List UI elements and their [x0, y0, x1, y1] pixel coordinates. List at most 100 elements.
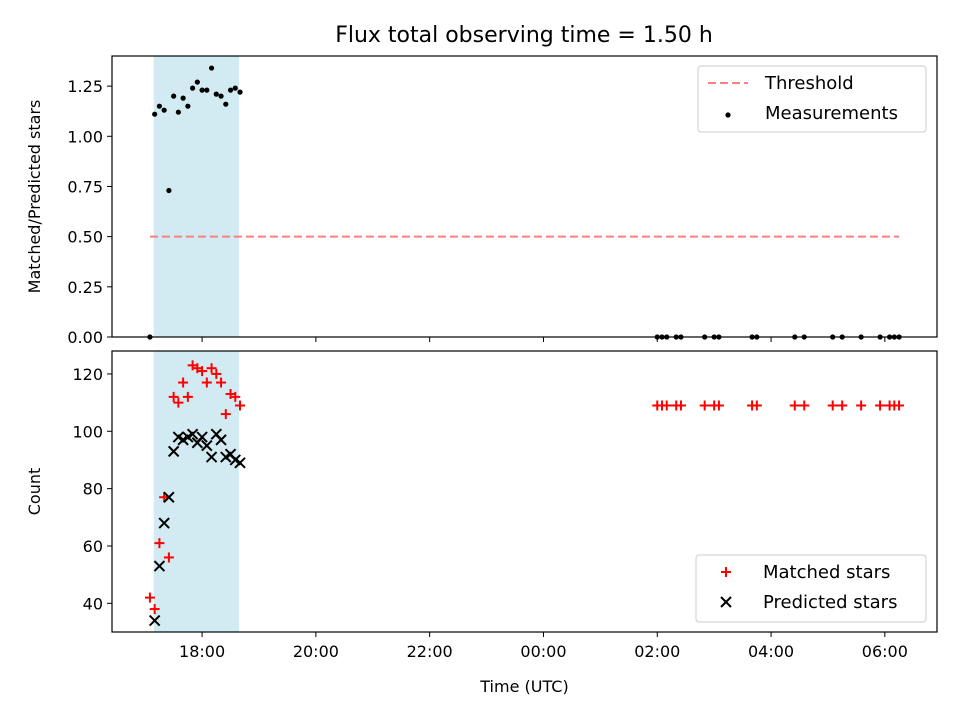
- predicted-star-point-b: [186, 428, 199, 440]
- predicted-star-point-b: [167, 445, 180, 458]
- matched-star-point: [675, 400, 686, 411]
- predicted-star-point-b: [172, 431, 185, 443]
- predicted-star-point-b: [210, 428, 223, 440]
- y-tick-label: 0.00: [67, 328, 103, 347]
- matched-star-point: [206, 363, 217, 374]
- measurement-point: [166, 187, 172, 194]
- matched-star-point: [201, 377, 212, 388]
- predicted-star-point: [158, 517, 170, 529]
- measurement-point: [152, 111, 158, 117]
- matched-star-point: [197, 366, 208, 377]
- y-axis-label: Matched/Predicted stars: [25, 100, 44, 294]
- measurement-point: [194, 79, 200, 85]
- matched-star-point: [827, 400, 838, 411]
- matched-star-point: [216, 377, 227, 388]
- y-tick-label: 0.50: [67, 228, 103, 247]
- y-tick-label: 1.00: [67, 127, 103, 146]
- matched-star-point: [837, 400, 848, 411]
- y-tick-label: 120: [72, 365, 103, 384]
- predicted-star-point: [201, 439, 213, 452]
- predicted-star-point: [153, 560, 166, 572]
- matched-star-point: [799, 400, 810, 411]
- legend-matched-swatch: [721, 567, 731, 577]
- measurement-point: [171, 93, 177, 99]
- predicted-star-point-b: [201, 439, 213, 452]
- y-tick-label: 60: [83, 537, 103, 556]
- matched-star-point: [220, 409, 231, 420]
- measurement-point: [213, 91, 219, 97]
- predicted-star-point: [196, 431, 208, 443]
- legend-label: Predicted stars: [763, 592, 897, 613]
- x-tick-label: 04:00: [748, 642, 794, 661]
- matched-star-point: [154, 538, 165, 549]
- predicted-star-point-b: [148, 614, 161, 627]
- matched-star-point: [713, 400, 724, 411]
- y-tick-label: 0.25: [67, 278, 103, 297]
- matched-star-point: [235, 400, 246, 411]
- matched-star-point: [789, 400, 800, 411]
- legend-measurement-swatch: [725, 112, 731, 118]
- x-tick-label: 20:00: [293, 642, 339, 661]
- y-tick-label: 0.75: [67, 177, 103, 196]
- matched-star-point: [230, 391, 241, 402]
- measurement-point: [232, 85, 238, 91]
- y-tick-label: 1.25: [67, 77, 103, 96]
- axes-frame: [111, 350, 938, 633]
- measurement-point: [156, 103, 163, 109]
- x-tick-label: 18:00: [179, 642, 225, 661]
- measurement-point: [227, 87, 234, 93]
- measurement-point: [175, 109, 181, 115]
- shaded-span: [153, 351, 240, 632]
- figure-title: Flux total observing time = 1.50 h: [335, 23, 713, 48]
- matched-star-point: [149, 604, 160, 615]
- measurement-point: [185, 103, 191, 109]
- matched-star-point: [894, 400, 905, 411]
- legend-label: Measurements: [765, 103, 898, 124]
- legend-predicted-swatch: [720, 596, 732, 608]
- predicted-star-point: [163, 491, 175, 503]
- y-axis-label: Count: [25, 468, 44, 516]
- matched-star-point: [875, 400, 886, 411]
- matched-star-point: [144, 592, 155, 603]
- predicted-star-point: [148, 614, 161, 627]
- predicted-star-point: [234, 457, 246, 469]
- predicted-star-point: [205, 451, 218, 463]
- matched-star-point: [699, 400, 710, 411]
- x-axis-label: Time (UTC): [479, 677, 568, 696]
- x-tick-label: 00:00: [520, 642, 566, 661]
- axes-frame: [111, 55, 938, 338]
- matched-star-point: [751, 400, 762, 411]
- measurement-point: [190, 85, 196, 91]
- measurement-point: [218, 93, 224, 99]
- legend-predicted-swatch-b: [720, 596, 732, 608]
- matched-star-point: [178, 377, 189, 388]
- matched-star-point: [168, 391, 179, 402]
- x-tick-label: 02:00: [634, 642, 680, 661]
- matched-star-point: [173, 397, 184, 408]
- predicted-star-point: [186, 428, 199, 440]
- legend-label: Threshold: [764, 73, 854, 94]
- predicted-star-point-b: [163, 491, 175, 503]
- matched-star-point: [211, 368, 222, 379]
- shaded-span: [153, 56, 240, 337]
- legend-label: Matched stars: [763, 562, 890, 583]
- legend-box: [695, 554, 927, 623]
- y-tick-label: 80: [83, 480, 103, 499]
- measurement-point: [199, 87, 205, 93]
- matched-star-point: [163, 552, 174, 563]
- predicted-star-point-b: [205, 451, 218, 463]
- measurement-point: [223, 101, 229, 107]
- predicted-star-point: [167, 445, 180, 458]
- y-tick-label: 100: [72, 422, 103, 441]
- measurement-point: [208, 65, 215, 71]
- y-tick-label: 40: [83, 594, 103, 613]
- x-tick-label: 06:00: [862, 642, 908, 661]
- predicted-star-point-b: [229, 454, 241, 466]
- matched-star-point: [856, 400, 867, 411]
- predicted-star-point-b: [196, 431, 208, 443]
- predicted-star-point-b: [158, 517, 170, 529]
- measurement-point: [180, 95, 186, 101]
- matched-star-point: [182, 391, 193, 402]
- predicted-star-point-b: [224, 448, 237, 460]
